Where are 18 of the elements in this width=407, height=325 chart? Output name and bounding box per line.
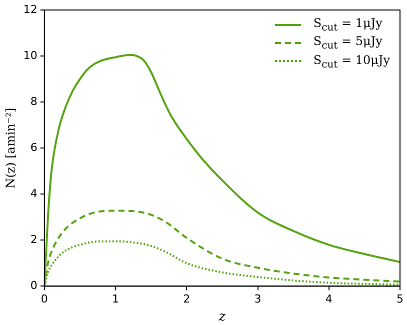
y-tick-label: 12 (23, 2, 38, 16)
y-tick-label: 0 (30, 279, 38, 292)
legend-label: S$_{cut}$ = 10μJy (313, 52, 390, 70)
y-tick-label: 4 (30, 186, 38, 200)
y-tick-label: 2 (30, 233, 38, 246)
x-axis-title: z (218, 310, 226, 325)
y-tick-label: 8 (30, 94, 38, 108)
y-tick-label: 6 (30, 140, 38, 154)
x-tick-label: 4 (325, 292, 332, 306)
x-tick-label: 3 (254, 292, 262, 306)
x-tick-label: 1 (112, 292, 120, 306)
legend-label: S$_{cut}$ = 5μJy (313, 34, 382, 52)
y-axis-title: N(z) [amin⁻²] (3, 108, 18, 188)
x-tick-label: 2 (183, 292, 190, 306)
legend-label: S$_{cut}$ = 1μJy (313, 16, 382, 34)
x-tick-label: 0 (40, 292, 48, 306)
x-tick-label: 5 (396, 292, 404, 306)
y-tick-label: 10 (23, 48, 38, 62)
